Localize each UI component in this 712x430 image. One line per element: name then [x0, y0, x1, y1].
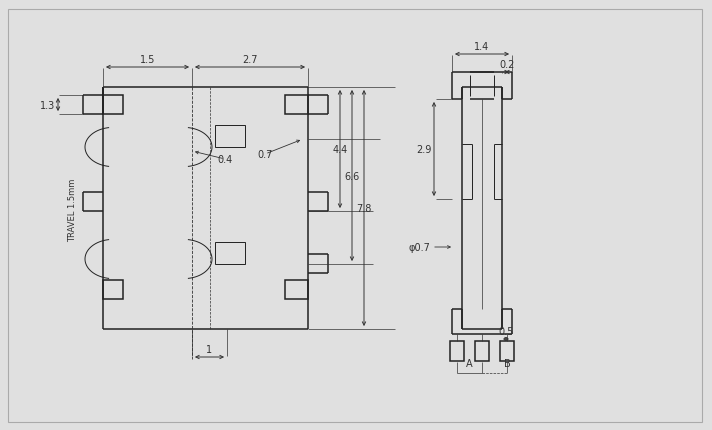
- Text: 6.6: 6.6: [345, 171, 360, 181]
- Text: 0.2: 0.2: [499, 60, 515, 70]
- Text: A: A: [466, 358, 472, 368]
- Text: 2.7: 2.7: [242, 55, 258, 65]
- Bar: [450, 341, 464, 361]
- Text: 1: 1: [206, 344, 213, 354]
- Text: 1.5: 1.5: [140, 55, 155, 65]
- Bar: [500, 341, 514, 361]
- Bar: [103, 96, 123, 115]
- Text: 0.5: 0.5: [498, 326, 513, 336]
- Bar: [215, 243, 245, 264]
- Text: φ0.7: φ0.7: [408, 243, 430, 252]
- Text: TRAVEL 1.5mm: TRAVEL 1.5mm: [68, 178, 78, 241]
- Text: 4.4: 4.4: [333, 144, 348, 155]
- Text: 2.9: 2.9: [417, 144, 432, 155]
- Bar: [475, 341, 489, 361]
- Bar: [285, 280, 308, 299]
- Bar: [285, 96, 308, 115]
- Text: B: B: [503, 358, 511, 368]
- Text: 7.8: 7.8: [357, 203, 372, 214]
- Bar: [215, 126, 245, 147]
- Text: 0.4: 0.4: [217, 155, 233, 165]
- Text: 1.3: 1.3: [40, 100, 55, 110]
- Text: 0.7: 0.7: [257, 150, 273, 160]
- Text: 1.4: 1.4: [474, 42, 490, 52]
- Bar: [103, 280, 123, 299]
